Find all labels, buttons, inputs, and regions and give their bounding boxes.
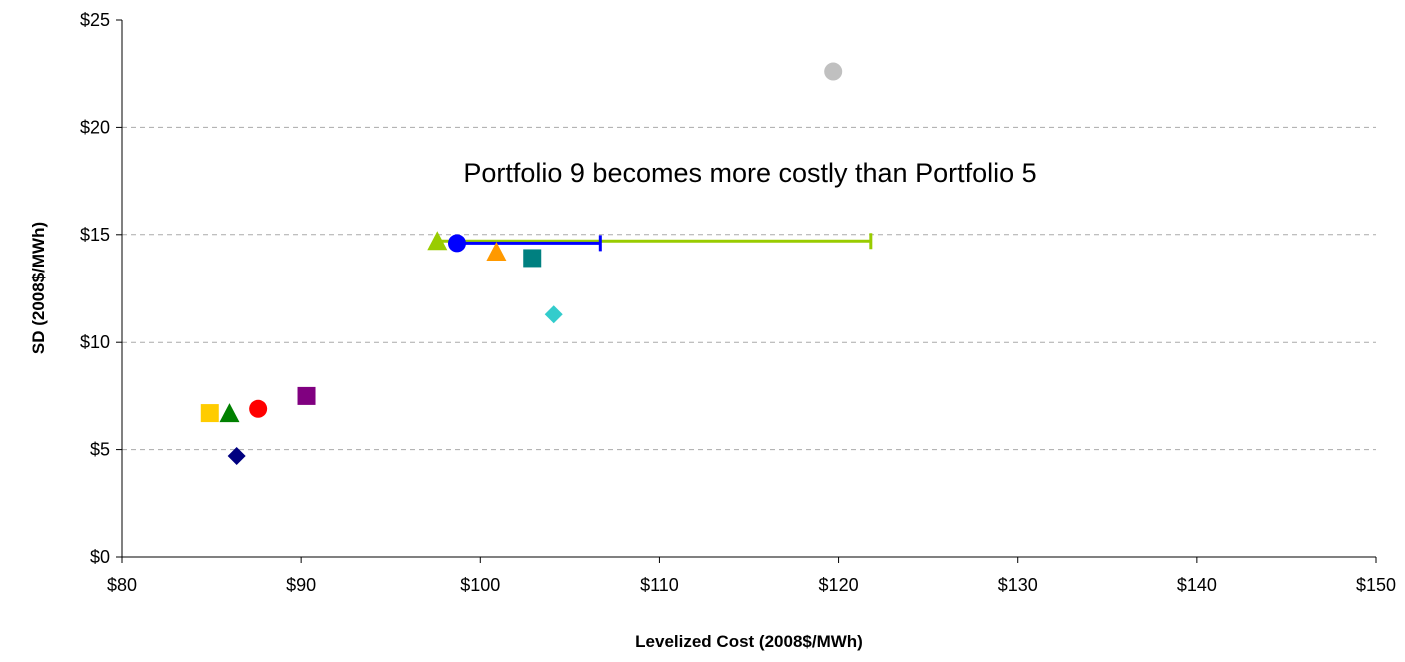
point: [200, 404, 219, 423]
x-tick-label: $110: [640, 575, 679, 595]
y-tick-label: $5: [90, 440, 110, 460]
y-tick-label: $15: [80, 225, 110, 245]
x-axis-title: Levelized Cost (2008$/MWh): [635, 632, 863, 651]
x-tick-label: $90: [286, 575, 316, 595]
point: [824, 62, 843, 81]
y-axis-title: SD (2008$/MWh): [29, 222, 48, 354]
x-tick-label: $130: [998, 575, 1038, 595]
point: [486, 241, 507, 261]
y-tick-label: $10: [80, 332, 110, 352]
x-tick-label: $140: [1177, 575, 1217, 595]
y-tick-label: $0: [90, 547, 110, 567]
point: [544, 305, 563, 324]
point: [297, 386, 316, 405]
x-tick-label: $150: [1356, 575, 1396, 595]
point: [427, 231, 448, 251]
error-bar: [456, 235, 602, 252]
point: [249, 399, 268, 418]
point: [447, 234, 466, 253]
annotation: Portfolio 9 becomes more costly than Por…: [463, 158, 1036, 188]
x-tick-label: $120: [819, 575, 859, 595]
error-bar: [437, 233, 873, 250]
y-tick-label: $25: [80, 10, 110, 30]
y-tick-label: $20: [80, 117, 110, 137]
point: [523, 249, 542, 268]
point: [219, 403, 240, 423]
x-tick-label: $80: [107, 575, 137, 595]
x-tick-label: $100: [460, 575, 500, 595]
point: [227, 447, 246, 466]
